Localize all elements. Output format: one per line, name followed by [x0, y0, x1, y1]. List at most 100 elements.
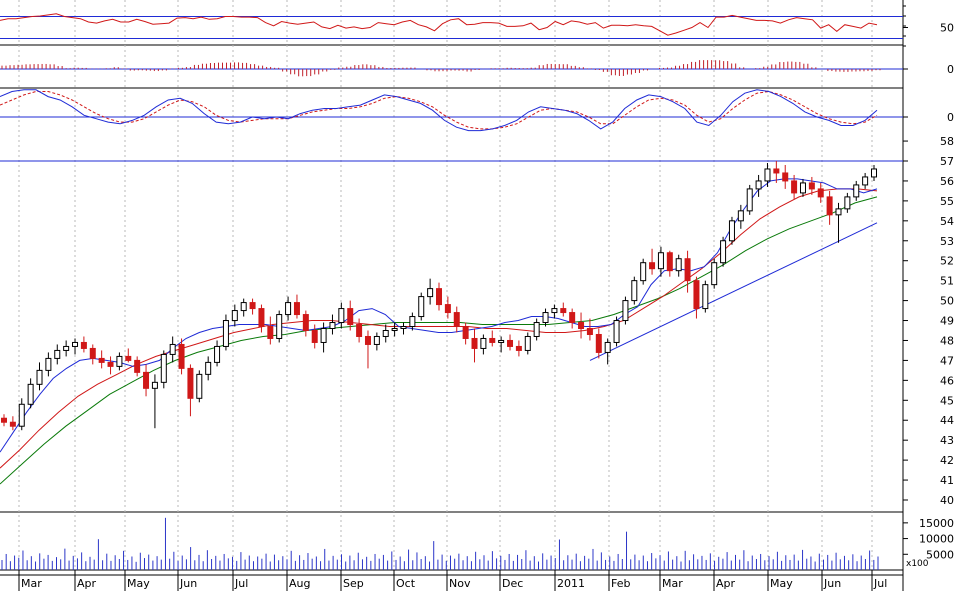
candle-body [436, 288, 442, 306]
candle-body [27, 383, 34, 405]
price-tick-label: 55 [940, 195, 954, 208]
price-tick-label: 58 [940, 135, 954, 148]
support-trendline [589, 222, 878, 361]
candle-body [622, 300, 629, 322]
candle-body [684, 258, 691, 282]
candle-body [329, 322, 336, 330]
candle-body [702, 284, 709, 310]
candle-body [107, 361, 114, 367]
candle-body [320, 328, 327, 343]
candle-body [480, 337, 487, 349]
month-label: Dec [502, 577, 523, 590]
candle-body [826, 196, 833, 216]
candle-body [178, 343, 185, 369]
candle-body [427, 288, 434, 298]
candle-body [666, 252, 673, 272]
candle-body [373, 335, 380, 345]
macd-signal-line [0, 90, 878, 130]
volume-tick-label: 10000 [919, 533, 954, 546]
candle-body [143, 371, 150, 389]
price-tick-label: 52 [940, 255, 954, 268]
candle-body [302, 314, 309, 331]
candle-body [631, 280, 638, 302]
price-tick-label: 51 [940, 275, 954, 288]
candle-body [160, 353, 167, 383]
candle-body [515, 345, 522, 351]
candle-body [116, 355, 123, 367]
macd-line [0, 89, 878, 132]
month-label: Apr [77, 577, 97, 590]
price-tick-label: 45 [940, 394, 954, 407]
candle-body [720, 240, 727, 264]
month-label: Mar [21, 577, 42, 590]
month-label: Apr [716, 577, 736, 590]
month-label: 2011 [557, 577, 585, 590]
candle-body [640, 262, 647, 282]
candle-body [791, 180, 798, 194]
candle-body [36, 369, 43, 385]
rsi-line [0, 13, 878, 36]
price-tick-label: 43 [940, 434, 954, 447]
candle-body [338, 308, 345, 324]
price-tick-label: 44 [940, 414, 954, 427]
candle-body [675, 258, 682, 272]
month-label: May [770, 577, 793, 590]
candle-body [18, 403, 25, 427]
month-label: Nov [449, 577, 471, 590]
candle-body [134, 359, 141, 373]
month-label: Aug [289, 577, 310, 590]
candle-body [222, 320, 229, 347]
candle-body [471, 337, 478, 349]
candle-body [764, 168, 771, 182]
candle-body [1, 417, 7, 423]
candle-body [711, 262, 718, 286]
month-label: Jun [179, 577, 197, 590]
candle-body [728, 220, 735, 242]
moving-average-blue [0, 178, 878, 453]
candle-body [382, 330, 389, 337]
volume-tick-label: 15000 [919, 517, 954, 530]
price-tick-label: 53 [940, 235, 954, 248]
candle-body [151, 381, 158, 389]
volume-tick-label: 5000 [926, 548, 954, 561]
candle-body [453, 312, 460, 328]
candle-body [586, 328, 593, 335]
month-label: Jun [823, 577, 841, 590]
candle-body [98, 357, 105, 363]
histogram-tick-label: 0 [947, 63, 954, 76]
candle-body [746, 188, 753, 212]
candle-body [418, 296, 425, 318]
candle-body [285, 302, 292, 316]
candle-body [89, 347, 96, 359]
candle-body [817, 188, 824, 198]
candle-body [72, 341, 79, 347]
candle-body [649, 262, 656, 270]
candle-body [755, 180, 762, 190]
candle-body [462, 326, 469, 339]
candle-body [551, 308, 558, 314]
price-tick-label: 40 [940, 494, 954, 507]
candle-body [80, 341, 87, 349]
candle-body [799, 182, 806, 194]
month-label: Oct [396, 577, 416, 590]
candle-body [533, 322, 540, 337]
month-label: Sep [343, 577, 364, 590]
price-tick-label: 50 [940, 295, 954, 308]
price-tick-label: 46 [940, 374, 954, 387]
candle-body [853, 184, 860, 198]
price-tick-label: 47 [940, 354, 954, 367]
candle-body [45, 357, 52, 371]
candle-body [835, 208, 842, 216]
candle-body [63, 345, 70, 351]
candle-body [258, 308, 265, 328]
macd-tick-label: 0 [947, 111, 954, 124]
candle-body [595, 333, 602, 353]
candle-body [844, 196, 851, 210]
candle-body [444, 304, 451, 314]
rsi-tick-label: 50 [940, 22, 954, 35]
candle-body [489, 337, 496, 343]
candle-body [400, 326, 407, 330]
month-label: Jul [873, 577, 887, 590]
